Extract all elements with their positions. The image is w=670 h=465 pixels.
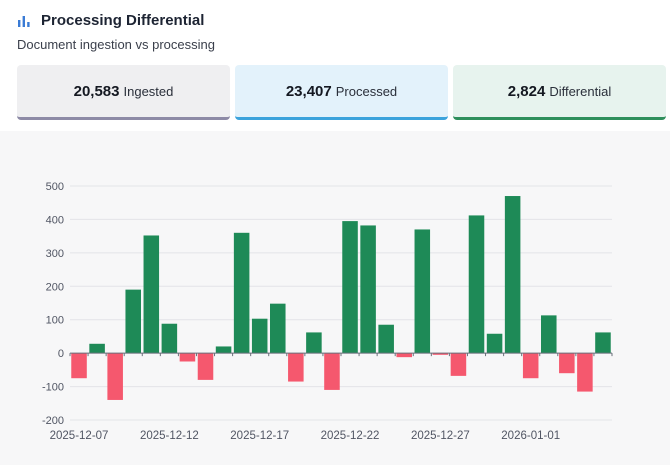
bar-2025-12-16[interactable] [233,232,250,354]
bar-2025-12-19[interactable] [288,353,304,382]
card-header: Processing Differential Document ingesti… [0,0,670,131]
bar-2025-12-18[interactable] [269,303,286,354]
bar-2025-12-31[interactable] [504,196,521,354]
stat-processed-label: Processed [335,83,398,99]
stats-row: 20,583 Ingested 23,407 Processed 2,824 D… [17,65,667,120]
bar-2025-12-30[interactable] [486,333,503,354]
bar-2025-12-10[interactable] [125,289,142,354]
bar-2025-12-14[interactable] [197,353,214,380]
bar-2026-01-04[interactable] [577,353,593,392]
bar-2025-12-12[interactable] [161,323,178,354]
bar-2025-12-13[interactable] [179,353,196,362]
y-tick-label: 400 [46,214,64,226]
bar-2025-12-15[interactable] [215,346,232,354]
y-tick-label: 300 [46,248,64,260]
differential-chart: -200 -100 0 100 200 300 400 500 2025-12-07 2025-1… [0,131,670,460]
bar-2025-12-21[interactable] [324,353,340,390]
y-tick-label: 100 [46,315,64,327]
y-tick-label: -200 [42,415,64,427]
stat-differential: 2,824 Differential [453,65,666,120]
y-tick-label: -100 [42,382,64,394]
bar-2025-12-28[interactable] [450,353,467,376]
bar-2025-12-09[interactable] [107,353,123,400]
bar-chart-icon [18,15,30,27]
y-tick-label: 200 [46,281,64,293]
x-tick-label: 2025-12-07 [50,430,109,442]
x-tick-label: 2025-12-17 [230,430,289,442]
bar-2025-12-08[interactable] [89,343,105,354]
bar-2026-01-05[interactable] [595,332,611,354]
bar-2025-12-24[interactable] [378,324,394,354]
bar-2026-01-02[interactable] [540,315,557,354]
x-tick-label: 2025-12-27 [411,430,470,442]
x-tick-label: 2026-01-01 [501,430,560,442]
bar-2025-12-29[interactable] [468,215,485,354]
stat-differential-value: 2,824 [507,82,546,100]
x-tick-label: 2025-12-12 [140,430,199,442]
stat-ingested-value: 20,583 [73,82,120,100]
bar-2025-12-07[interactable] [71,353,87,379]
page-subtitle: Document ingestion vs processing [17,37,215,52]
bar-2026-01-01[interactable] [522,353,539,379]
bar-2025-12-27[interactable] [432,353,449,355]
x-tick-label: 2025-12-22 [321,430,380,442]
stat-differential-label: Differential [549,83,612,99]
bar-2025-12-11[interactable] [143,235,160,354]
y-tick-label: 0 [58,348,64,360]
y-tick-label: 500 [46,181,64,193]
stat-ingested-label: Ingested [123,83,174,99]
bar-2025-12-17[interactable] [251,318,268,354]
bar-2026-01-03[interactable] [559,353,575,374]
bar-2025-12-25[interactable] [396,353,413,358]
chart-svg: -200 -100 0 100 200 300 400 500 2025-12-07 2025-1… [42,181,613,442]
bar-2025-12-26[interactable] [414,229,431,354]
stat-ingested: 20,583 Ingested [17,65,230,120]
stat-processed-value: 23,407 [285,82,332,100]
bar-2025-12-23[interactable] [360,225,376,354]
title-row: Processing Differential [17,12,204,29]
page-title: Processing Differential [41,12,205,29]
bar-2025-12-22[interactable] [342,221,358,354]
stat-processed: 23,407 Processed [235,65,448,120]
bar-2025-12-20[interactable] [306,332,322,354]
